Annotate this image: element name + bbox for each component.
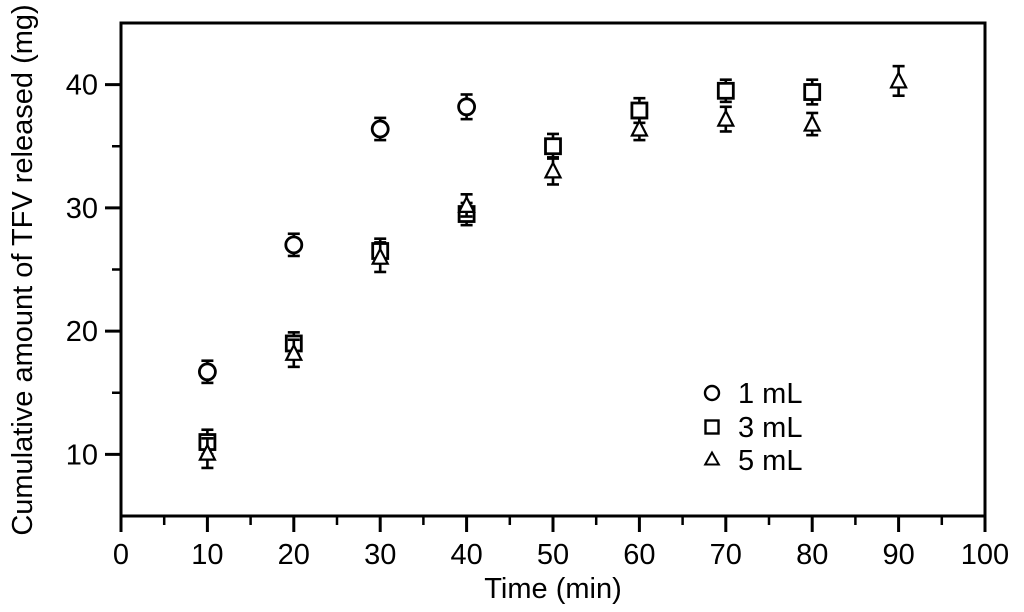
x-tick-label: 100 [961,539,1009,571]
data-point-circle [370,119,390,139]
x-tick-label: 50 [537,539,569,571]
plot-frame [119,21,987,518]
data-point-circle [284,235,304,255]
x-tick-label: 90 [882,539,914,571]
data-point-triangle [284,342,304,361]
data-point-circle [457,97,477,117]
x-tick-label: 70 [710,539,742,571]
data-point-circle [197,362,217,382]
y-tick-label: 20 [66,316,98,348]
data-point-square [716,81,735,100]
legend-item-3ml: 3 mL [704,412,802,444]
series-1-ml [197,93,477,385]
data-point-square [803,83,822,101]
data-point-triangle [716,108,736,127]
x-tick-label: 60 [623,539,655,571]
legend-item-5ml: 5 mL [703,445,802,477]
y-tick-label: 10 [66,439,98,471]
axis-ticks: 0 10 20 30 40 50 60 70 80 90 100 10 20 30 40 [66,70,1009,571]
legend-label-5ml: 5 mL [738,445,802,477]
legend-label-1ml: 1 mL [738,378,802,410]
circle-marker-icon [703,384,721,402]
data-point-triangle [370,246,390,265]
x-tick-label: 80 [796,539,828,571]
series-3-ml [198,78,822,456]
data-point-square [630,101,649,120]
legend-item-1ml: 1 mL [703,378,802,410]
triangle-marker-icon [703,450,721,466]
data-series [197,64,908,470]
x-tick-label: 30 [364,539,396,571]
series-5-ml [198,64,908,470]
data-point-square [544,137,562,156]
legend-label-3ml: 3 mL [738,412,802,444]
legend: 1 mL 3 mL 5 mL [703,378,802,477]
x-axis-label: Time (min) [484,573,621,605]
x-tick-label: 0 [113,539,129,571]
x-tick-label: 40 [450,539,482,571]
data-point-triangle [802,113,822,132]
y-axis-label: Cumulative amount of TFV released (mg) [7,4,39,535]
y-tick-label: 40 [66,70,98,102]
data-point-triangle [630,118,649,137]
data-point-triangle [198,442,217,461]
x-tick-label: 20 [278,539,310,571]
data-point-triangle [543,160,563,179]
square-marker-icon [704,419,720,435]
data-point-triangle [457,195,476,214]
data-point-triangle [889,70,908,89]
x-tick-label: 10 [191,539,223,571]
y-tick-label: 30 [66,193,98,225]
